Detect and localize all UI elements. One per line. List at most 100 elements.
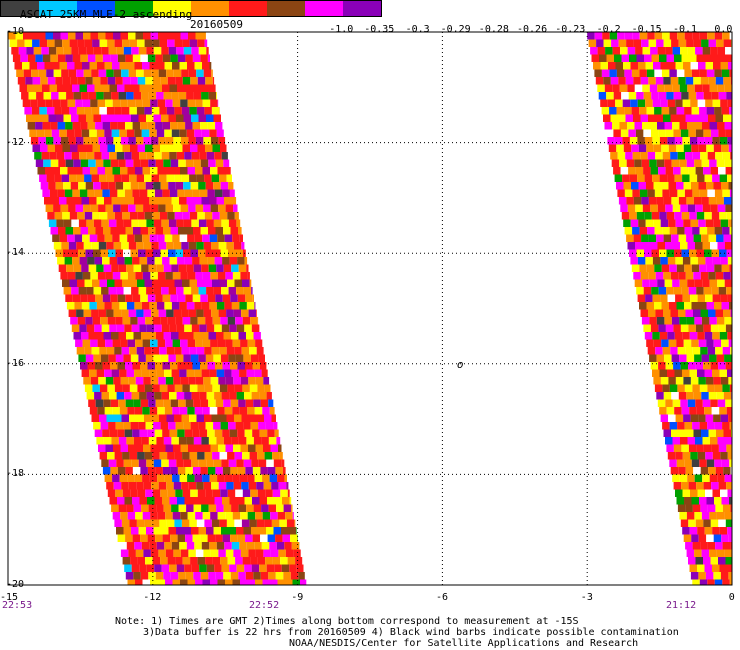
swath-pixel — [711, 444, 719, 452]
swath-pixel — [196, 414, 204, 422]
swath-pixel — [720, 294, 728, 302]
swath-pixel — [696, 444, 704, 452]
swath-pixel — [628, 129, 636, 137]
swath-pixel — [187, 99, 196, 107]
swath-pixel — [17, 77, 26, 85]
swath-pixel — [161, 219, 169, 227]
swath-pixel — [661, 107, 670, 115]
swath-pixel — [182, 212, 190, 220]
swath-pixel — [135, 579, 143, 585]
swath-pixel — [143, 242, 152, 250]
swath-pixel — [710, 362, 719, 370]
swath-pixel — [22, 99, 31, 107]
swath-pixel — [99, 39, 108, 47]
swath-pixel — [120, 512, 128, 520]
swath-pixel — [124, 257, 133, 265]
swath-pixel — [137, 212, 145, 220]
swath-pixel — [216, 129, 224, 137]
swath-pixel — [103, 332, 111, 340]
swath-pixel — [212, 77, 215, 85]
swath-pixel — [144, 347, 152, 355]
swath-pixel — [114, 519, 122, 527]
swath-pixel — [681, 54, 689, 62]
swath-pixel — [124, 429, 133, 437]
swath-pixel — [622, 174, 630, 182]
swath-pixel — [685, 309, 693, 317]
swath-pixel — [681, 407, 690, 415]
swath-pixel — [110, 227, 118, 235]
swath-pixel — [660, 294, 668, 302]
swath-pixel — [699, 497, 707, 505]
swath-pixel — [680, 399, 688, 407]
swath-pixel — [203, 69, 212, 77]
swath-pixel — [166, 174, 175, 182]
swath-pixel — [107, 384, 115, 392]
swath-pixel — [211, 414, 219, 422]
swath-pixel — [159, 39, 168, 47]
swath-pixel — [668, 62, 676, 70]
swath-pixel — [207, 189, 215, 197]
swath-pixel — [27, 54, 36, 62]
swath-pixel — [198, 182, 206, 190]
swath-pixel — [660, 377, 669, 385]
swath-pixel — [727, 174, 732, 182]
swath-pixel — [161, 527, 169, 535]
swath-pixel — [48, 219, 57, 227]
swath-pixel — [287, 489, 290, 497]
swath-pixel — [30, 137, 39, 145]
swath-pixel — [283, 504, 292, 512]
swath-pixel — [223, 159, 230, 167]
swath-pixel — [632, 32, 640, 40]
swath-pixel — [663, 309, 671, 317]
swath-pixel — [174, 347, 182, 355]
swath-pixel — [104, 62, 112, 70]
swath-pixel — [230, 399, 239, 407]
swath-pixel — [165, 579, 173, 585]
swath-pixel — [78, 114, 86, 122]
swath-pixel — [123, 182, 131, 190]
swath-pixel — [88, 332, 96, 340]
swath-pixel — [604, 84, 613, 92]
swath-pixel — [60, 272, 68, 280]
swath-pixel — [642, 84, 650, 92]
swath-pixel — [188, 377, 196, 385]
swath-pixel — [121, 107, 130, 115]
swath-pixel — [641, 159, 650, 167]
swath-pixel — [709, 279, 718, 287]
swath-pixel — [70, 144, 78, 152]
swath-pixel — [233, 204, 238, 212]
swath-pixel — [621, 212, 630, 220]
swath-pixel — [189, 414, 197, 422]
swath-pixel — [300, 579, 307, 585]
swath-pixel — [104, 129, 112, 137]
swath-pixel — [127, 167, 135, 175]
swath-pixel — [203, 549, 211, 557]
swath-pixel — [136, 107, 145, 115]
swath-pixel — [146, 219, 154, 227]
swath-pixel — [642, 47, 651, 55]
swath-pixel — [693, 467, 701, 475]
swath-pixel — [627, 122, 635, 130]
swath-pixel — [708, 39, 717, 47]
swath-pixel — [183, 114, 191, 122]
swath-pixel — [81, 264, 89, 272]
swath-pixel — [154, 564, 162, 572]
swath-pixel — [230, 534, 238, 542]
swath-pixel — [663, 77, 671, 85]
swath-pixel — [682, 527, 690, 535]
swath-pixel — [673, 129, 681, 137]
swath-pixel — [685, 347, 693, 355]
swath-pixel — [181, 482, 189, 490]
swath-pixel — [173, 482, 182, 490]
swath-pixel — [219, 174, 227, 182]
swath-pixel — [157, 272, 166, 280]
swath-pixel — [227, 384, 235, 392]
swath-pixel — [192, 54, 201, 62]
swath-pixel — [169, 324, 177, 332]
swath-pixel — [631, 264, 640, 272]
swath-pixel — [677, 347, 686, 355]
swath-pixel — [210, 272, 218, 280]
swath-pixel — [605, 47, 613, 55]
swath-pixel — [264, 452, 273, 460]
swath-pixel — [62, 144, 70, 152]
